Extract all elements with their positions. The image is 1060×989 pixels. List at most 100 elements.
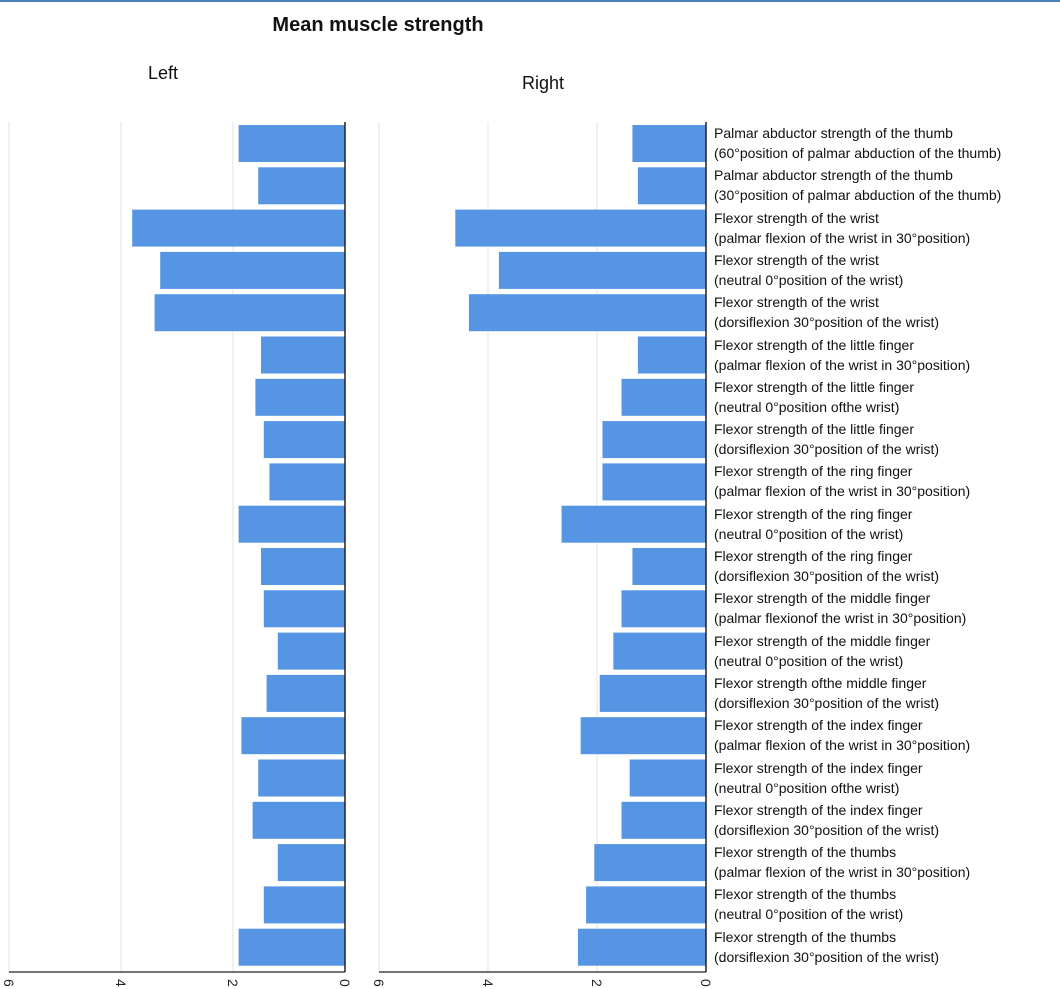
bar-right-2 — [455, 209, 706, 247]
bar-right-19 — [577, 928, 706, 966]
bar-left-6 — [255, 378, 345, 416]
category-label: Palmar abductor strength of the thumb (60… — [714, 123, 1060, 163]
tick-label: 2 — [225, 979, 241, 987]
category-label: Flexor strength of the ring finger (neutr… — [714, 504, 1060, 544]
category-label-line1: Flexor strength of the little finger — [714, 336, 914, 353]
category-label: Flexor strength of the index finger (dors… — [714, 800, 1060, 840]
tick-label: 4 — [480, 979, 496, 987]
bar-left-3 — [160, 251, 345, 289]
bar-left-13 — [266, 674, 345, 712]
bar-left-11 — [263, 590, 345, 628]
category-label: Flexor strength of the thumbs (dorsiflexi… — [714, 927, 1060, 967]
category-label: Flexor strength of the ring finger (dorsi… — [714, 546, 1060, 586]
bar-right-17 — [594, 844, 706, 882]
bar-left-9 — [238, 505, 345, 543]
category-label-line2: (palmar flexionof the wrist in 30°positi… — [714, 610, 967, 627]
category-label-line2: (neutral 0°position of the wrist) — [714, 525, 904, 542]
category-label-line2: (dorsiflexion 30°position of the wrist) — [714, 821, 940, 838]
bar-right-13 — [599, 674, 706, 712]
category-label-line1: Flexor strength of the index finger — [714, 801, 923, 818]
category-label-line1: Flexor strength of the middle finger — [714, 632, 931, 649]
bar-left-17 — [277, 844, 345, 882]
bar-right-11 — [621, 590, 706, 628]
bar-left-15 — [258, 759, 345, 797]
category-label: Flexor strength of the middle finger (neu… — [714, 631, 1060, 671]
category-label: Flexor strength of the index finger (neut… — [714, 758, 1060, 798]
bar-right-15 — [629, 759, 706, 797]
category-label-line1: Flexor strength of the wrist — [714, 251, 879, 268]
category-label-line2: (dorsiflexion 30°position of the wrist) — [714, 441, 940, 458]
category-label-line1: Flexor strength of the middle finger — [714, 590, 931, 607]
category-label: Palmar abductor strength of the thumb (30… — [714, 165, 1060, 205]
bar-right-18 — [586, 886, 706, 924]
bar-left-14 — [241, 717, 345, 755]
category-label-line2: (palmar flexion of the wrist in 30°posit… — [714, 864, 971, 881]
bar-right-12 — [613, 632, 706, 670]
category-label: Flexor strength of the little finger (dor… — [714, 419, 1060, 459]
category-label-line1: Flexor strength of the ring finger — [714, 548, 913, 564]
category-label-line1: Flexor strength of the index finger — [714, 717, 923, 734]
category-label: Flexor strength of the wrist (dorsiflexio… — [714, 292, 1060, 332]
category-label-line2: (dorsiflexion 30°position of the wrist) — [714, 948, 940, 965]
bar-left-2 — [132, 209, 345, 247]
category-label-line1: Flexor strength of the thumbs — [714, 844, 897, 861]
category-label-line2: (dorsiflexion 30°position of the wrist) — [714, 568, 940, 584]
category-label-line2: (60°position of palmar abduction of the … — [714, 145, 1002, 161]
category-label-line1: Flexor strength of the ring finger — [714, 463, 913, 480]
category-label: Flexor strength ofthe middle finger (dors… — [714, 673, 1060, 713]
bar-right-3 — [498, 251, 706, 289]
bar-left-7 — [263, 421, 345, 459]
top-border-rule — [0, 0, 1060, 2]
category-label-line1: Flexor strength of the thumbs — [714, 928, 897, 945]
category-label-line2: (30°position of palmar abduction of the … — [714, 187, 1002, 204]
category-label: Flexor strength of the wrist (palmar flex… — [714, 208, 1060, 248]
bar-right-9 — [561, 505, 706, 543]
category-label-line2: (neutral 0°position ofthe wrist) — [714, 398, 900, 415]
tick-label: 6 — [1, 979, 17, 987]
category-label-line2: (dorsiflexion 30°position of the wrist) — [714, 314, 940, 331]
category-label-line1: Flexor strength of the index finger — [714, 759, 923, 776]
category-label-line2: (palmar flexion of the wrist in 30°posit… — [714, 737, 971, 754]
bar-right-10 — [632, 548, 706, 585]
bar-left-12 — [277, 632, 345, 670]
category-label: Flexor strength of the index finger (palm… — [714, 715, 1060, 755]
category-label-line1: Flexor strength of the thumbs — [714, 886, 897, 903]
bar-left-4 — [154, 294, 345, 332]
bar-left-19 — [238, 928, 345, 966]
right-panel-title: Right — [522, 73, 565, 93]
category-label-line1: Flexor strength of the wrist — [714, 209, 879, 226]
tick-label: 0 — [698, 979, 714, 987]
bar-right-7 — [602, 421, 706, 459]
category-label-line2: (dorsiflexion 30°position of the wrist) — [714, 694, 940, 711]
bar-left-10 — [261, 548, 345, 585]
bar-right-16 — [621, 801, 706, 839]
bar-left-5 — [261, 336, 345, 374]
category-label-line2: (neutral 0°position ofthe wrist) — [714, 779, 900, 796]
category-label-line1: Palmar abductor strength of the thumb — [714, 125, 953, 141]
category-label: Flexor strength of the ring finger (palma… — [714, 461, 1060, 501]
bar-left-1 — [258, 167, 345, 205]
bar-right-4 — [468, 294, 706, 332]
bar-left-18 — [263, 886, 345, 924]
bar-left-8 — [269, 463, 345, 501]
category-label: Flexor strength of the little finger (pal… — [714, 335, 1060, 375]
chart-title: Mean muscle strength — [272, 14, 484, 36]
category-label: Flexor strength of the thumbs (palmar fle… — [714, 842, 1060, 882]
bar-right-5 — [637, 336, 706, 374]
category-label-line2: (neutral 0°position of the wrist) — [714, 271, 904, 288]
category-label: Flexor strength of the little finger (neu… — [714, 377, 1060, 417]
tick-label: 0 — [337, 979, 353, 987]
bar-left-0 — [238, 125, 345, 162]
bar-right-0 — [632, 125, 706, 162]
category-label: Flexor strength of the wrist (neutral 0°p… — [714, 250, 1060, 290]
category-label-line1: Flexor strength ofthe middle finger — [714, 674, 927, 691]
category-label-line2: (palmar flexion of the wrist in 30°posit… — [714, 229, 971, 246]
category-label-line2: (palmar flexion of the wrist in 30°posit… — [714, 483, 971, 500]
category-label-line1: Flexor strength of the wrist — [714, 294, 879, 311]
category-label-line1: Flexor strength of the ring finger — [714, 505, 913, 522]
category-label-line1: Flexor strength of the little finger — [714, 421, 914, 438]
category-label: Flexor strength of the middle finger (pal… — [714, 588, 1060, 628]
category-label-line2: (neutral 0°position of the wrist) — [714, 652, 904, 669]
left-panel-title: Left — [148, 63, 179, 83]
